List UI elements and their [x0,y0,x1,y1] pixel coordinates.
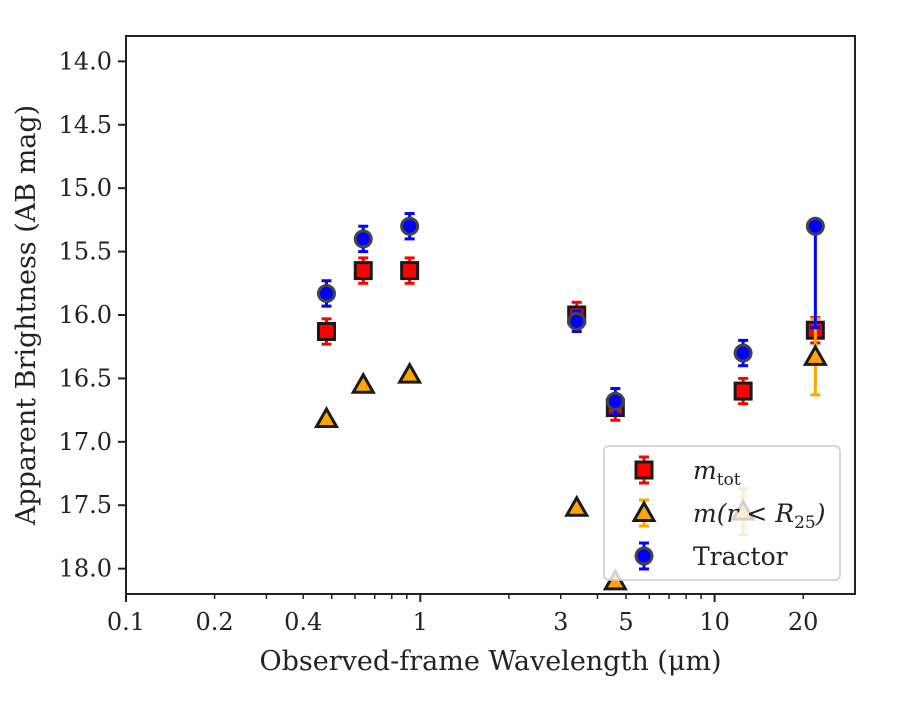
y-tick-label: 16.0 [59,301,112,329]
legend-label-main: m(r < R [693,499,794,528]
x-tick-label: 5 [618,608,633,636]
legend-label-main: m [693,456,717,485]
y-tick-label: 15.5 [59,238,112,266]
legend-label-tail: ) [815,499,826,528]
y-tick-label: 17.5 [59,491,112,519]
tractor-point [353,229,373,249]
tractor-point [733,343,753,363]
plot-frame [125,35,856,595]
legend-box [603,445,841,581]
y-axis-title: Apparent Brightness (AB mag) [11,105,42,526]
x-tick-label: 3 [553,608,568,636]
data-layer [313,212,828,591]
m-r25-point [802,343,828,366]
x-tick-label: 0.1 [107,608,145,636]
m-tot-point [353,261,373,281]
x-tick-label: 0.4 [284,608,322,636]
m-r25-point [564,494,590,517]
legend-label: m(r < R25) [693,499,825,533]
tractor-point [567,311,587,331]
y-tick-label: 17.0 [59,428,112,456]
legend: mtot m(r < R25) Tractor [603,445,841,581]
m-r25-point [397,361,423,384]
legend-label: mtot [693,456,741,490]
m-tot-point [733,381,753,401]
y-tick-label: 16.5 [59,364,112,392]
m-r25-point [313,405,340,428]
x-tick-label: 1 [413,608,428,636]
m-r25-point [350,371,376,394]
legend-label-sub: 25 [794,513,816,533]
ticks-layer: 14.0 14.5 15.0 15.5 16.0 16.5 17.0 17.5 18.0 0.1 0… [59,47,819,636]
x-tick-label: 20 [788,608,819,636]
legend-marker [631,499,657,522]
y-tick-label: 18.0 [59,555,112,583]
tractor-point [400,216,420,236]
legend-marker [634,546,654,566]
x-tick-label: 10 [699,608,730,636]
series-circle [316,212,825,416]
tractor-point [605,391,625,411]
legend-label-sub: tot [717,470,741,490]
y-tick-label: 14.5 [59,111,112,139]
legend-marker [634,460,654,480]
x-axis-title: Observed-frame Wavelength (μm) [259,646,721,677]
tractor-errorbar [810,226,821,330]
m-tot-point [400,261,420,281]
x-tick-label: 0.2 [196,608,234,636]
legend-label: Tractor [693,542,788,571]
y-tick-label: 14.0 [59,47,112,75]
m-tot-point [316,321,336,341]
tractor-point [316,283,336,303]
y-tick-label: 15.0 [59,174,112,202]
tractor-point [805,216,825,236]
